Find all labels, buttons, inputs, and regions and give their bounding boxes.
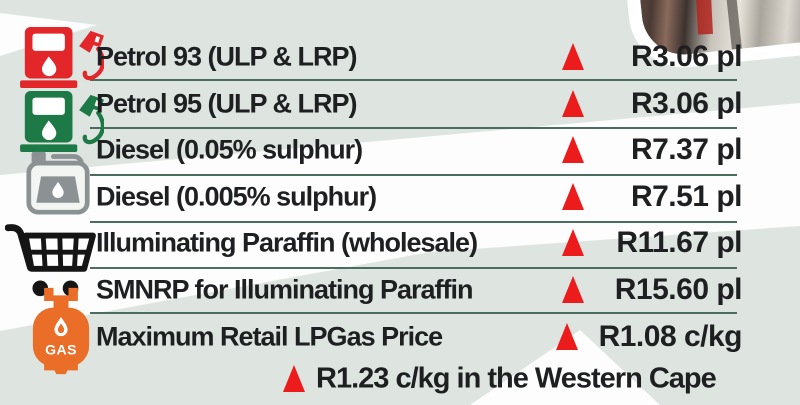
increase-arrow-icon: [562, 228, 584, 256]
lpg-cylinder-icon: GAS: [32, 287, 90, 375]
table-row-diesel-005: Diesel (0.05% sulphur) R7.37 pl: [0, 127, 800, 173]
increase-arrow-icon: [562, 42, 584, 70]
product-label: Diesel (0.05% sulphur): [96, 134, 363, 165]
row-separator: [90, 312, 737, 314]
price-change-value: R15.60 pl: [614, 273, 743, 306]
price-change-value: R3.06 pl: [630, 40, 743, 73]
increase-arrow-icon: [562, 89, 584, 117]
price-change-value: R11.67 pl: [616, 226, 742, 259]
western-cape-footnote: R1.23 c/kg in the Western Cape: [0, 356, 800, 402]
table-row-paraffin-smnrp: SMNRP for Illuminating Paraffin R15.60 p…: [0, 267, 800, 313]
petrol-pump-green-icon: [20, 91, 104, 152]
increase-arrow-icon: [556, 322, 578, 350]
product-label: Petrol 93 (ULP & LRP): [96, 41, 358, 72]
product-label: Illuminating Paraffin (wholesale): [96, 227, 478, 258]
product-label: Petrol 95 (ULP & LRP): [96, 88, 358, 119]
table-row-diesel-0005: Diesel (0.005% sulphur) R7.51 pl: [0, 174, 800, 220]
table-row-lpgas: Maximum Retail LPGas Price R1.08 c/kg: [0, 314, 800, 360]
increase-arrow-icon: [562, 135, 584, 163]
product-label: SMNRP for Illuminating Paraffin: [96, 274, 474, 305]
increase-arrow-icon: [562, 182, 584, 210]
row-separator: [90, 174, 737, 176]
price-change-value: R1.08 c/kg: [598, 320, 743, 353]
price-change-value: R3.06 pl: [630, 87, 743, 120]
increase-arrow-icon: [283, 364, 305, 392]
row-separator: [90, 127, 737, 129]
jerry-can-icon: [26, 151, 90, 215]
row-separator: [90, 221, 737, 223]
price-change-value: R7.37 pl: [630, 133, 743, 166]
row-separator: [90, 267, 737, 269]
product-label: Maximum Retail LPGas Price: [96, 321, 443, 352]
table-row-petrol-93: Petrol 93 (ULP & LRP) R3.06 pl: [0, 34, 800, 80]
petrol-pump-red-icon: [20, 27, 104, 88]
table-row-paraffin-wholesale: Illuminating Paraffin (wholesale) R11.67…: [0, 220, 800, 266]
row-separator: [90, 79, 737, 81]
lpg-cylinder-label: GAS: [45, 341, 77, 357]
table-row-petrol-95: Petrol 95 (ULP & LRP) R3.06 pl: [0, 81, 800, 127]
increase-arrow-icon: [562, 275, 584, 303]
footnote-text: R1.23 c/kg in the Western Cape: [316, 362, 717, 395]
product-label: Diesel (0.005% sulphur): [96, 181, 377, 212]
photo-red-pump-detail: [693, 0, 713, 35]
price-change-value: R7.51 pl: [630, 180, 743, 213]
